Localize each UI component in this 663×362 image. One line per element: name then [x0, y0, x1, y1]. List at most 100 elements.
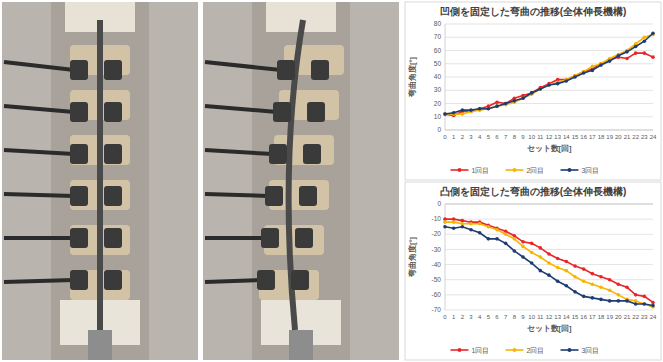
- x-tick-label: 24: [650, 134, 657, 140]
- grid-line: [445, 130, 653, 131]
- data-point: [556, 266, 560, 270]
- cable: [4, 280, 74, 282]
- data-point: [530, 242, 534, 246]
- cable: [205, 280, 261, 282]
- legend-marker: [568, 168, 572, 172]
- data-point: [591, 272, 595, 276]
- cylinder: [303, 144, 321, 164]
- base-post: [88, 330, 112, 360]
- data-point: [634, 51, 638, 55]
- series-line: [445, 35, 653, 115]
- data-point: [539, 87, 543, 91]
- x-tick-label: 17: [589, 134, 596, 140]
- grid-line: [445, 24, 653, 25]
- photo: [2, 2, 198, 360]
- legend-label: 3回目: [582, 167, 600, 174]
- data-point: [487, 237, 491, 241]
- x-tick-label: 24: [650, 314, 657, 320]
- grid-line: [445, 37, 653, 38]
- legend-label: 2回目: [527, 167, 545, 174]
- x-tick-label: 8: [513, 134, 517, 140]
- x-axis: [445, 130, 653, 131]
- data-point: [504, 242, 508, 246]
- data-point: [625, 50, 629, 54]
- panel-frame: [405, 2, 661, 180]
- cylinder: [70, 60, 88, 80]
- x-tick-label: 19: [606, 134, 613, 140]
- grid-line: [445, 116, 653, 117]
- data-point: [643, 302, 647, 306]
- data-point: [521, 96, 525, 100]
- cylinder: [265, 186, 283, 206]
- photo-wall: [51, 2, 149, 360]
- grid-line: [445, 50, 653, 51]
- grid-line: [445, 219, 653, 220]
- data-point: [504, 102, 508, 106]
- x-tick-label: 11: [537, 314, 544, 320]
- data-point: [591, 282, 595, 286]
- x-tick-label: 5: [487, 314, 491, 320]
- legend-marker: [513, 348, 517, 352]
- data-point: [521, 255, 525, 259]
- data-point: [521, 245, 525, 249]
- data-point: [443, 220, 447, 224]
- x-tick-label: 15: [572, 134, 579, 140]
- data-point: [530, 91, 534, 95]
- grid-line: [445, 204, 653, 205]
- chart-title: 凸側を固定した弯曲の推移(全体伸長機構): [440, 186, 627, 197]
- photo-wall: [252, 2, 350, 360]
- y-axis-title: 弯曲角度[°]: [407, 237, 417, 278]
- cylinder: [70, 186, 88, 206]
- data-point: [599, 285, 603, 289]
- data-point: [634, 293, 638, 297]
- cylinder: [291, 270, 309, 290]
- legend-marker: [458, 168, 462, 172]
- x-tick-label: 1: [452, 134, 456, 140]
- cylinder: [307, 102, 325, 122]
- data-point: [530, 251, 534, 255]
- data-point: [643, 295, 647, 299]
- cylinder: [104, 228, 122, 248]
- data-point: [443, 112, 447, 116]
- cylinder: [104, 270, 122, 290]
- base-post: [289, 330, 313, 360]
- grid-line: [445, 234, 653, 235]
- grid-line: [445, 90, 653, 91]
- legend: 1回目2回目3回目: [451, 347, 600, 354]
- legend-item: 2回目: [506, 167, 545, 174]
- data-point: [617, 54, 621, 58]
- data-point: [617, 299, 621, 303]
- data-point: [513, 99, 517, 103]
- data-point: [547, 252, 551, 256]
- data-point: [521, 96, 525, 100]
- data-point: [495, 100, 499, 104]
- cylinder: [104, 102, 122, 122]
- y-tick-label: 40: [434, 73, 442, 80]
- cable: [205, 106, 277, 112]
- legend: 1回目2回目3回目: [451, 167, 600, 174]
- data-point: [643, 302, 647, 306]
- cylinder: [311, 60, 329, 80]
- x-tick-label: 18: [598, 314, 605, 320]
- cable: [205, 236, 265, 240]
- cable: [4, 150, 74, 154]
- y-tick-label: 10: [434, 113, 442, 120]
- data-point: [539, 255, 543, 259]
- y-tick-label: 60: [434, 47, 442, 54]
- legend-marker: [513, 168, 517, 172]
- data-point: [461, 108, 465, 112]
- cable: [4, 236, 74, 240]
- grid-line: [445, 103, 653, 104]
- y-tick-label: -70: [432, 306, 442, 313]
- x-tick-label: 22: [632, 134, 639, 140]
- chart-title: 凹側を固定した弯曲の推移(全体伸長機構): [440, 6, 627, 17]
- data-point: [634, 302, 638, 306]
- data-point: [443, 112, 447, 116]
- legend-item: 3回目: [561, 167, 600, 174]
- cylinder: [261, 228, 279, 248]
- grid-line: [445, 77, 653, 78]
- legend-label: 1回目: [472, 347, 490, 354]
- data-point: [469, 108, 473, 112]
- data-point: [504, 232, 508, 236]
- y-axis-title: 弯曲角度[°]: [407, 57, 417, 98]
